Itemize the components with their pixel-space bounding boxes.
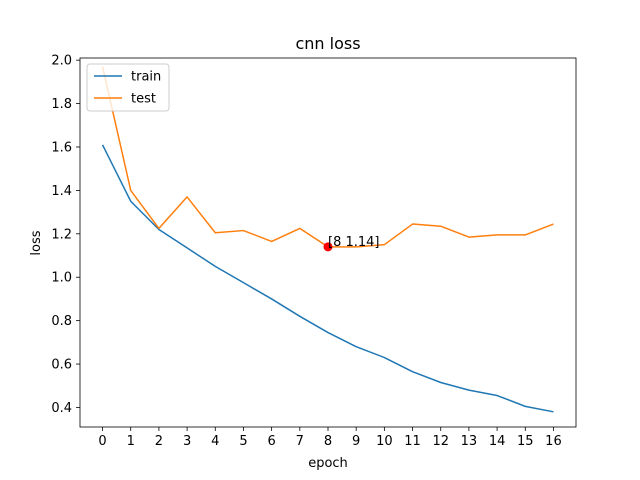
x-tick-label: 9 <box>352 434 360 449</box>
annotation-point <box>323 242 333 252</box>
x-axis-title: epoch <box>308 456 348 471</box>
y-tick-label: 0.4 <box>51 401 72 416</box>
x-tick-label: 15 <box>517 434 534 449</box>
x-tick-label: 12 <box>432 434 449 449</box>
annotation-label: [8 1.14] <box>328 235 380 250</box>
legend-label-train: train <box>131 70 161 85</box>
x-tick-label: 3 <box>183 434 191 449</box>
x-tick-label: 10 <box>376 434 393 449</box>
plot-area: 0 1 2 3 4 5 6 7 8 9 10 11 12 13 14 15 160.40.60.81.01.21… <box>51 54 577 449</box>
y-tick-label: 0.6 <box>51 358 72 373</box>
legend-label-test: test <box>131 92 156 107</box>
x-tick-label: 16 <box>545 434 562 449</box>
y-tick-label: 2.0 <box>51 54 72 69</box>
x-tick-label: 6 <box>267 434 275 449</box>
x-tick-label: 11 <box>404 434 421 449</box>
x-tick-label: 0 <box>98 434 106 449</box>
y-tick-label: 1.0 <box>51 271 72 286</box>
x-tick-label: 7 <box>296 434 304 449</box>
x-tick-label: 5 <box>239 434 247 449</box>
y-axis-title: loss <box>29 230 44 255</box>
x-tick-label: 13 <box>461 434 478 449</box>
series-line-train <box>101 144 554 413</box>
y-tick-label: 1.6 <box>51 140 72 155</box>
chart-title: cnn loss <box>295 34 360 53</box>
y-tick-label: 1.8 <box>51 97 72 112</box>
x-tick-label: 8 <box>324 434 332 449</box>
y-tick-label: 0.8 <box>51 314 72 329</box>
y-tick-label: 1.2 <box>51 227 72 242</box>
x-tick-label: 2 <box>155 434 163 449</box>
x-tick-label: 14 <box>489 434 506 449</box>
y-tick-label: 1.4 <box>51 184 72 199</box>
x-tick-label: 4 <box>211 434 219 449</box>
x-tick-label: 1 <box>127 434 135 449</box>
